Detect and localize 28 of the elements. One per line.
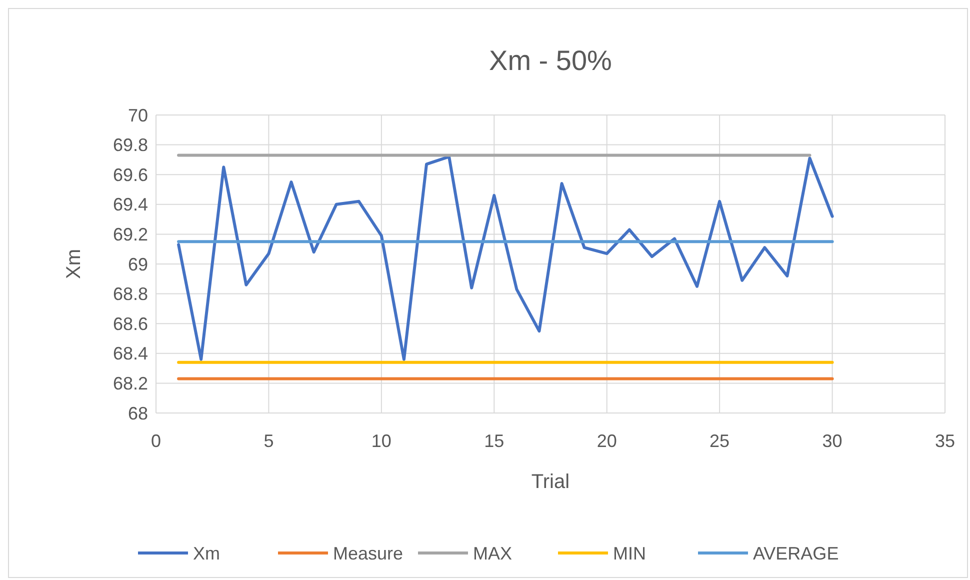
x-tick-label: 15 — [484, 431, 504, 451]
y-tick-label: 68 — [128, 403, 148, 424]
chart-title: Xm - 50% — [489, 45, 612, 76]
y-axis-title: Xm — [63, 249, 85, 279]
y-tick-label: 69.8 — [112, 135, 148, 156]
y-tick-label: 68.2 — [112, 374, 148, 394]
legend-label: AVERAGE — [753, 543, 839, 564]
y-tick-label: 69.2 — [112, 224, 148, 244]
legend-label: Measure — [333, 543, 404, 564]
y-tick-label: 69 — [128, 254, 148, 274]
legend-label: Xm — [193, 543, 220, 564]
y-tick-label: 68.8 — [112, 284, 148, 304]
x-tick-label: 30 — [822, 431, 842, 451]
x-tick-label: 20 — [596, 431, 617, 451]
x-tick-label: 0 — [150, 431, 162, 451]
y-tick-label: 68.4 — [112, 344, 148, 364]
y-tick-label: 69.4 — [112, 194, 148, 215]
legend-label: MIN — [613, 543, 646, 564]
y-tick-label: 69.6 — [112, 164, 148, 185]
x-axis-title: Trial — [531, 471, 570, 493]
line-series — [177, 155, 834, 361]
y-tick-label: 70 — [128, 105, 148, 126]
x-tick-label: 10 — [371, 431, 392, 451]
x-tick-label: 5 — [264, 431, 274, 451]
y-tick-label: 68.6 — [112, 314, 148, 334]
x-tick-label: 25 — [710, 431, 730, 451]
x-tick-label: 35 — [934, 431, 956, 451]
legend-label: MAX — [473, 543, 512, 564]
